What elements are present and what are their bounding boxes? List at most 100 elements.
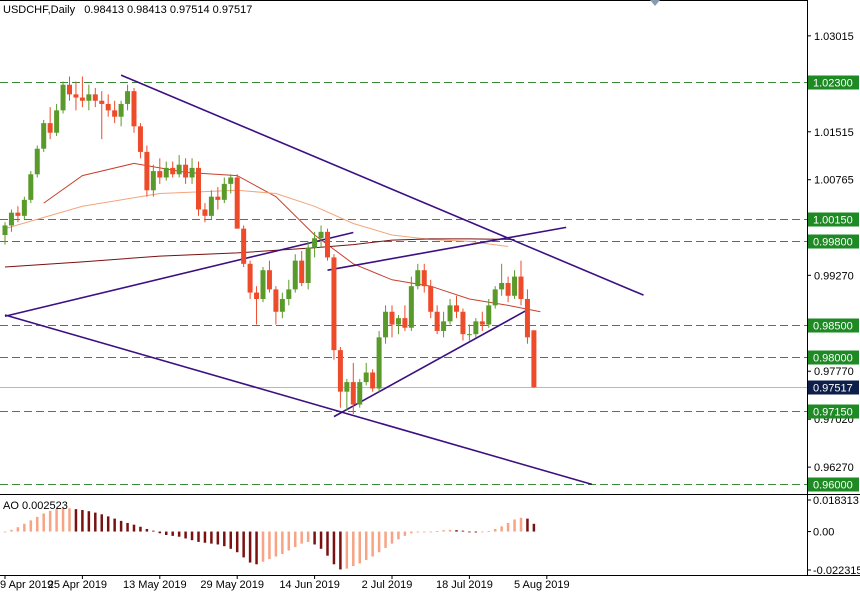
level-tags: 1.02300 1.00150 0.99800 0.98500 0.98000 0.971… [808, 75, 859, 492]
ao-bar-33 [216, 531, 220, 545]
candle-2 [15, 206, 21, 223]
candle-41 [266, 260, 272, 293]
time-tick-label-6: 18 Jul 2019 [436, 579, 493, 591]
ao-bar-66 [429, 531, 432, 533]
candle-44 [286, 279, 292, 306]
ao-bar-73 [474, 531, 478, 533]
candle-body-8 [54, 110, 60, 133]
ao-bar-63 [410, 531, 413, 534]
ao-bar-76 [493, 528, 497, 532]
candle-45 [292, 254, 298, 293]
candle-body-47 [305, 247, 311, 283]
ao-bar-11 [74, 509, 78, 532]
candle-42 [273, 286, 279, 325]
ao-bar-54 [352, 531, 355, 567]
candle-body-67 [434, 311, 440, 331]
ao-bar-18 [119, 520, 123, 532]
ao-label: AO 0.002523 [3, 500, 68, 512]
candle-body-38 [247, 263, 253, 293]
ao-bar-46 [300, 531, 303, 544]
ao-bar-65 [423, 531, 426, 533]
ao-bar-80 [519, 517, 523, 532]
ao-bar-9 [61, 508, 65, 532]
ao-bar-55 [358, 531, 361, 564]
trendline-3 [327, 226, 567, 271]
candle-10 [67, 76, 72, 101]
candle-33 [215, 187, 221, 210]
candle-body-22 [144, 151, 150, 191]
candle-19 [125, 84, 131, 111]
candle-43 [279, 292, 285, 319]
candle-47 [305, 241, 311, 290]
candle-body-45 [292, 260, 298, 290]
candle-64 [415, 263, 421, 290]
candle-51 [331, 254, 337, 360]
ao-bar-36 [235, 531, 239, 553]
candle-74 [479, 311, 485, 331]
ao-bar-15 [100, 514, 103, 532]
ao-tick-label-0: 0.018313 [813, 495, 859, 507]
ao-bar-22 [145, 528, 149, 532]
candle-body-76 [492, 289, 498, 306]
ao-tick-label-1: 0.00 [813, 527, 834, 539]
candle-58 [376, 330, 382, 392]
candle-body-64 [415, 270, 421, 287]
candle-body-65 [421, 270, 427, 287]
ao-bar-56 [364, 531, 368, 560]
time-tick-label-1: 25 Apr 2019 [48, 579, 107, 591]
candle-body-80 [518, 276, 524, 299]
ao-bar-50 [326, 531, 329, 556]
ao-bar-2 [16, 527, 20, 532]
candle-body-20 [131, 91, 137, 127]
candle-77 [499, 263, 505, 296]
candle-body-60 [389, 311, 395, 325]
ao-bar-61 [397, 531, 400, 540]
ao-bar-44 [287, 531, 291, 551]
chart-header: USDCHF,Daily 0.98413 0.98413 0.97514 0.9… [3, 4, 252, 16]
candle-63 [408, 276, 414, 331]
ao-bar-74 [481, 531, 484, 533]
candle-36 [234, 174, 240, 229]
price-tick-label-7: 0.96270 [814, 462, 854, 474]
candle-57 [370, 369, 376, 392]
trendline-4 [333, 309, 528, 418]
candle-body-77 [499, 282, 505, 290]
ao-bar-71 [461, 530, 465, 532]
candle-body-32 [208, 196, 214, 216]
candle-body-36 [234, 177, 240, 229]
price-tick-label-3: 0.99270 [814, 270, 854, 282]
candle-body-10 [67, 84, 72, 95]
candle-70 [454, 295, 459, 319]
candle-body-19 [125, 91, 131, 104]
candle-78 [505, 276, 511, 303]
ao-bar-52 [339, 531, 342, 570]
ao-bar-28 [184, 531, 187, 539]
ao-bar-57 [371, 531, 374, 557]
level-tag-4: 0.98000 [813, 353, 853, 365]
ao-bar-37 [242, 531, 245, 558]
time-tick-label-2: 13 May 2019 [123, 579, 187, 591]
ao-bar-67 [435, 531, 439, 533]
ao-bar-62 [403, 531, 407, 536]
ao-bar-79 [513, 519, 516, 532]
candle-39 [254, 286, 260, 325]
current-price-tag-bg [808, 380, 859, 395]
candle-29 [189, 158, 195, 184]
candle-73 [473, 318, 479, 338]
candle-body-39 [254, 292, 260, 299]
level-tag-3: 0.98500 [813, 321, 853, 333]
candle-body-78 [505, 282, 511, 296]
candle-54 [350, 362, 356, 415]
chart-shift-icon[interactable] [650, 0, 660, 6]
price-tick-label-5: 0.97770 [814, 366, 854, 378]
candle-body-41 [266, 270, 272, 290]
candle-body-54 [350, 382, 356, 405]
candle-65 [421, 263, 427, 293]
ao-bar-1 [10, 529, 13, 532]
candle-26 [170, 161, 176, 178]
candle-body-68 [441, 321, 447, 331]
ao-bar-64 [416, 531, 420, 533]
candle-body-49 [318, 231, 324, 239]
